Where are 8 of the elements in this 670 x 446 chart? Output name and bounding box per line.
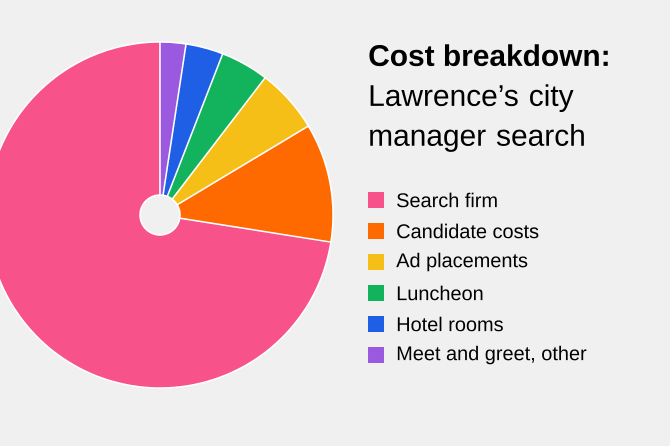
chart-title: Cost breakdown:: [369, 44, 608, 66]
legend-label: Hotel rooms: [398, 316, 503, 332]
legend-label: Luncheon: [398, 286, 482, 300]
legend-label: Ad placements: [396, 252, 528, 272]
legend-label: Meet and greet, other: [398, 346, 586, 364]
legend-label: Candidate costs: [397, 224, 538, 238]
text: Lawrence’s city manager search: [370, 84, 584, 152]
legend-label: Search firm: [397, 192, 497, 208]
